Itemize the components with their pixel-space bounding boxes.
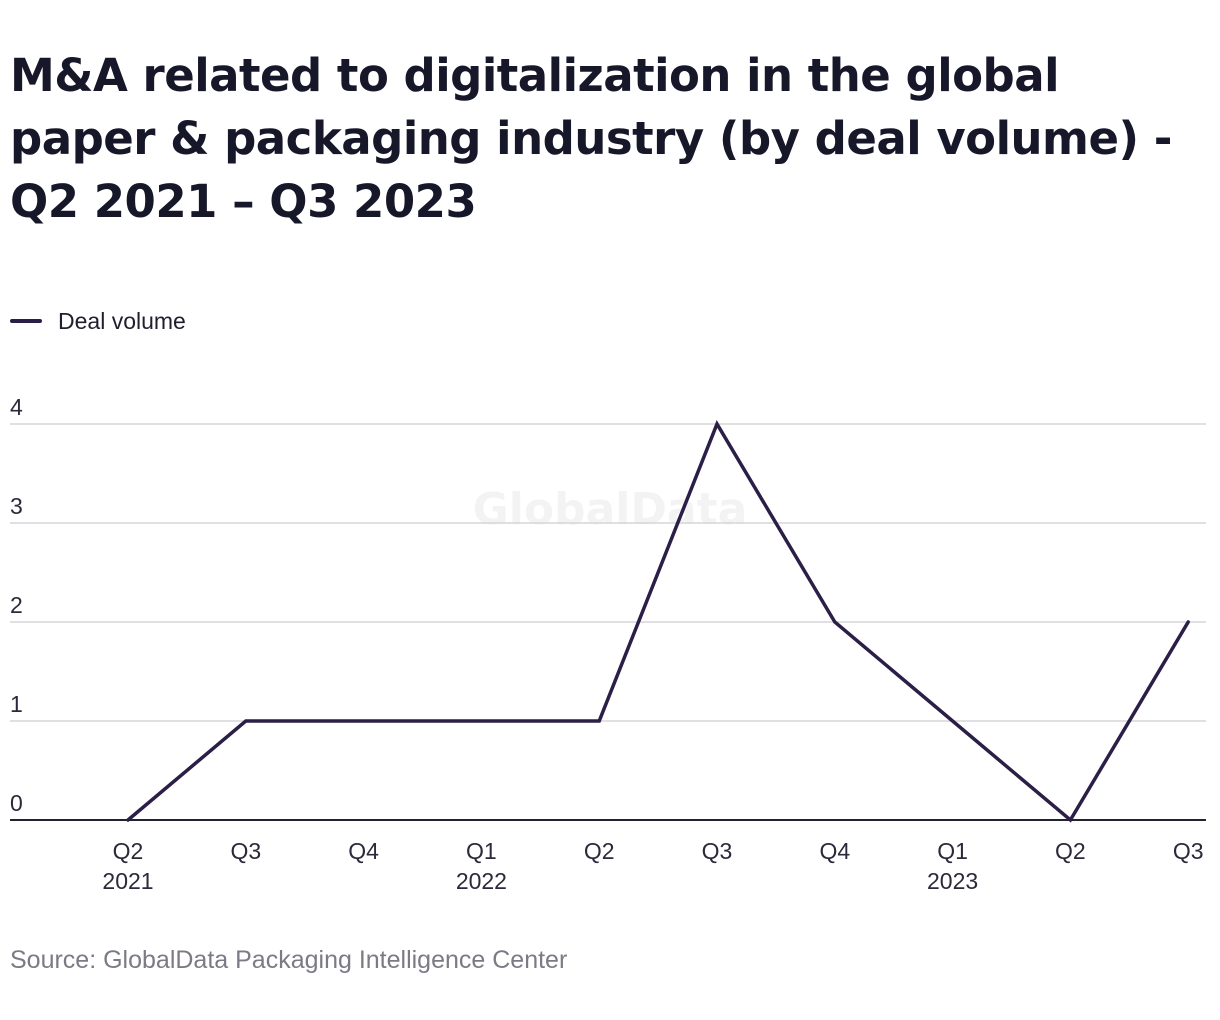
x-tick-label-5: Q3 xyxy=(702,838,733,864)
source-note: Source: GlobalData Packaging Intelligenc… xyxy=(10,946,568,974)
y-tick-label-4: 4 xyxy=(10,394,23,420)
y-axis-tick-labels: 0 1 2 3 4 xyxy=(10,394,23,816)
x-tick-label-4: Q2 xyxy=(584,838,615,864)
series-line-deal-volume xyxy=(126,420,1190,823)
y-tick-label-0: 0 xyxy=(10,790,23,816)
x-tick-label-6: Q4 xyxy=(819,838,850,864)
watermark-text: GlobalData xyxy=(473,484,748,535)
legend-swatch-deal-volume xyxy=(10,319,42,323)
x-tick-label-8: Q2 xyxy=(1055,838,1086,864)
x-tick-label-1: Q3 xyxy=(230,838,261,864)
x-tick-label-2: Q4 xyxy=(348,838,379,864)
chart-title: M&A related to digitalization in the glo… xyxy=(10,49,1172,228)
x-tick-year-label-0: 2021 xyxy=(102,868,153,894)
x-tick-label-0: Q2 xyxy=(113,838,144,864)
x-tick-label-9: Q3 xyxy=(1173,838,1204,864)
legend: Deal volume xyxy=(10,306,186,336)
y-tick-label-2: 2 xyxy=(10,592,23,618)
x-axis-tick-labels: Q2 2021 Q3 Q4 Q1 2022 Q2 Q3 Q4 Q1 2023 Q2 Q3 xyxy=(102,838,1203,894)
grid-lines xyxy=(10,423,1206,722)
legend-label-deal-volume: Deal volume xyxy=(58,307,186,334)
x-tick-year-label-3: 2022 xyxy=(456,868,507,894)
x-tick-label-7: Q1 xyxy=(937,838,968,864)
series-lines xyxy=(126,420,1190,823)
x-tick-year-label-7: 2023 xyxy=(927,868,978,894)
y-tick-label-1: 1 xyxy=(10,691,23,717)
y-tick-label-3: 3 xyxy=(10,493,23,519)
x-tick-label-3: Q1 xyxy=(466,838,497,864)
